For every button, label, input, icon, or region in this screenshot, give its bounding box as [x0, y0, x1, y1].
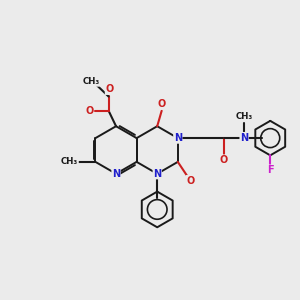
Text: N: N	[153, 169, 161, 179]
Text: CH₃: CH₃	[236, 112, 253, 121]
Text: O: O	[158, 99, 166, 109]
Text: O: O	[105, 84, 114, 94]
Text: N: N	[240, 133, 248, 142]
Text: N: N	[112, 169, 120, 179]
Text: O: O	[85, 106, 93, 116]
Text: CH₃: CH₃	[82, 77, 99, 86]
Text: N: N	[174, 133, 182, 143]
Text: O: O	[186, 176, 194, 186]
Text: O: O	[220, 155, 228, 165]
Text: CH₃: CH₃	[61, 158, 78, 166]
Text: F: F	[267, 165, 274, 175]
